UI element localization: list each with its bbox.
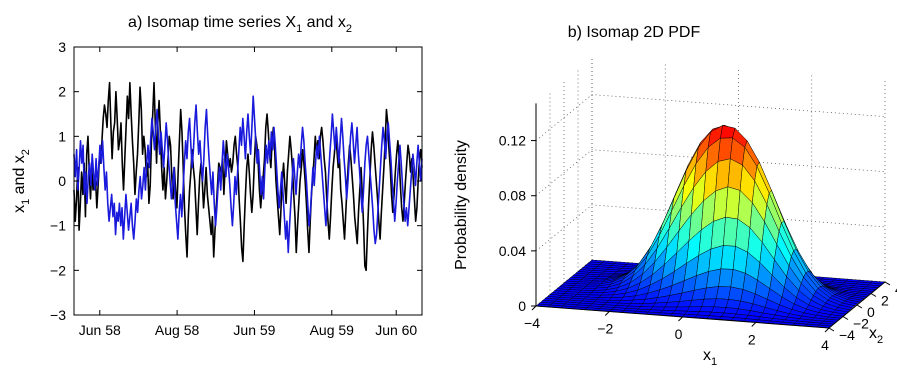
panel-b-surface: b) Isomap 2D PDF Probability density x1 … <box>453 24 897 368</box>
y-tick-label: 1 <box>58 128 66 144</box>
y-tick-label: −1 <box>50 218 66 234</box>
panel-b-title: b) Isomap 2D PDF <box>568 24 701 41</box>
z-tick-label: 0.08 <box>499 188 526 204</box>
panel-b-z-axis-label: Probability density <box>453 140 470 270</box>
x-tick-label: Aug 58 <box>155 322 200 338</box>
x2-tick-label: 4 <box>895 281 897 297</box>
x-tick-label: Aug 59 <box>310 322 355 338</box>
y-tick-label: 2 <box>58 84 66 100</box>
x2-tick <box>884 281 891 286</box>
x2-tick <box>842 316 849 320</box>
x1-tick <box>678 316 683 322</box>
y-tick-label: 3 <box>58 39 66 55</box>
x1-tick-label: 4 <box>821 337 829 353</box>
x-tick-label: Jun 58 <box>79 322 121 338</box>
surface-cell <box>725 186 741 220</box>
x1-tick <box>604 311 610 316</box>
y-tick-label: −3 <box>50 307 66 323</box>
panel-a-ticks-group: −3 −2 −1 0 1 2 3 Jun 58 Aug 58 Jun 59 Aug 59 Jun 60 <box>50 39 422 338</box>
x1-tick <box>531 305 537 311</box>
x2-tick-label: 2 <box>881 293 889 309</box>
panel-a-time-series: a) Isomap time series X1 and x2 x1 and x… <box>11 14 423 338</box>
z-grid-line <box>535 149 886 196</box>
x2-tick <box>870 293 877 297</box>
panel-b-x2-axis-label: x2 <box>869 325 883 346</box>
x2-tick-label: 0 <box>867 304 875 320</box>
x1-tick <box>751 322 757 327</box>
x2-tick-label: −4 <box>839 327 855 343</box>
panel-a-series-group <box>73 81 423 272</box>
panel-a-plot-frame <box>73 46 423 316</box>
surface-cell <box>716 286 732 300</box>
surface-cell <box>723 216 739 247</box>
surface-cell <box>728 286 744 302</box>
x1-tick-label: 2 <box>748 332 756 348</box>
panel-a-title: a) Isomap time series X1 and x2 <box>128 14 352 35</box>
z-grid-line <box>535 204 886 252</box>
panel-b-x1-axis-label: x1 <box>703 347 717 368</box>
x1-tick-label: −2 <box>597 321 613 337</box>
y-tick-label: 0 <box>58 173 66 189</box>
x-tick-label: Jun 60 <box>375 322 417 338</box>
panel-b-surface-mesh <box>535 124 886 329</box>
z-tick-label: 0.04 <box>499 243 526 259</box>
surface-cell <box>718 268 734 288</box>
surface-cell <box>720 125 736 139</box>
x2-tick <box>856 304 863 309</box>
y-tick-label: −2 <box>50 262 66 278</box>
x1-tick-label: 0 <box>675 326 683 342</box>
surface-cell <box>730 269 746 290</box>
x1-tick <box>824 327 830 333</box>
x2-tick-label: −2 <box>853 316 869 332</box>
x-tick-label: Jun 59 <box>233 322 275 338</box>
surface-cell <box>711 306 727 314</box>
series-line-2 <box>73 95 423 254</box>
panel-a-y-axis-label: x1 and x2 <box>11 149 32 213</box>
z-tick-label: 0.12 <box>499 133 526 149</box>
z-grid-line <box>535 94 886 141</box>
x1-tick-label: −4 <box>524 315 540 331</box>
z-tick-label: 0 <box>518 298 526 314</box>
series-line-1 <box>73 81 423 272</box>
x2-tick <box>828 327 835 332</box>
